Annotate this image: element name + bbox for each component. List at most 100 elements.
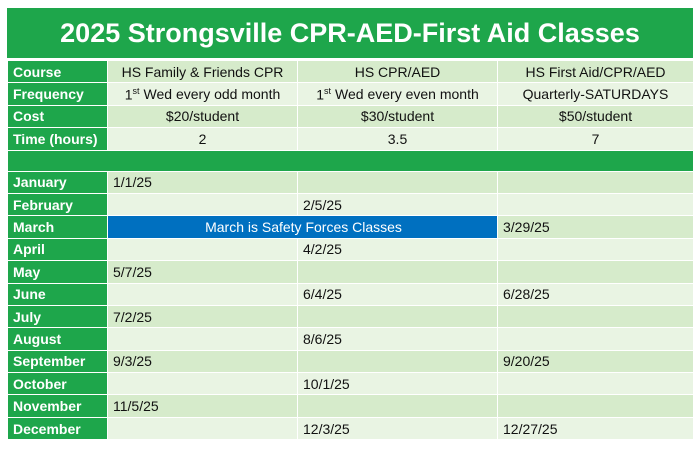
info-cell: $30/student bbox=[297, 104, 498, 129]
banner: March is Safety Forces Classes bbox=[107, 215, 498, 239]
month-row: December 12/3/25 12/27/25 bbox=[7, 416, 694, 441]
info-text: $30/student bbox=[360, 108, 435, 125]
info-cell: $20/student bbox=[107, 104, 298, 129]
date-cell bbox=[497, 237, 694, 262]
month-label: August bbox=[7, 327, 108, 351]
month-label: July bbox=[7, 304, 108, 329]
date-cell bbox=[107, 282, 298, 306]
date-cell bbox=[107, 192, 298, 217]
separator bbox=[7, 149, 694, 172]
date-cell bbox=[497, 394, 694, 418]
date-cell: 9/3/25 bbox=[107, 349, 298, 374]
info-text: $20/student bbox=[165, 108, 240, 125]
date: 6/4/25 bbox=[303, 286, 342, 303]
date-cell: 6/4/25 bbox=[297, 282, 498, 306]
row-label: Course bbox=[7, 59, 108, 84]
date-cell: 5/7/25 bbox=[107, 260, 298, 284]
month-label: June bbox=[7, 282, 108, 306]
date: 3/29/25 bbox=[503, 219, 550, 236]
info-cell: $50/student bbox=[497, 104, 694, 129]
date-cell: 7/2/25 bbox=[107, 304, 298, 329]
date: 8/6/25 bbox=[303, 330, 342, 347]
date-cell: 6/28/25 bbox=[497, 282, 694, 306]
info-cell: HS Family & Friends CPR bbox=[107, 59, 298, 84]
date-cell: 9/20/25 bbox=[497, 349, 694, 374]
date-cell bbox=[107, 237, 298, 262]
date: 12/27/25 bbox=[503, 420, 558, 437]
schedule: 2025 Strongsville CPR-AED-First Aid Clas… bbox=[7, 8, 694, 441]
date-cell bbox=[107, 416, 298, 441]
date-cell bbox=[497, 170, 694, 194]
ordinal-suffix: st bbox=[324, 85, 332, 96]
info-text: $50/student bbox=[558, 108, 633, 125]
month-label: September bbox=[7, 349, 108, 374]
date: 4/2/25 bbox=[303, 241, 342, 258]
date-cell: 2/5/25 bbox=[297, 192, 498, 217]
month-label: October bbox=[7, 372, 108, 396]
month-row: June 6/4/25 6/28/25 bbox=[7, 282, 694, 306]
date-cell bbox=[297, 304, 498, 329]
info-cell: 3.5 bbox=[297, 127, 498, 151]
info-row: Cost $20/student $30/student $50/student bbox=[7, 104, 694, 129]
date: 5/7/25 bbox=[113, 263, 152, 280]
info-text: Quarterly-SATURDAYS bbox=[522, 86, 669, 103]
date-cell bbox=[497, 372, 694, 396]
info-row: Time (hours) 2 3.5 7 bbox=[7, 127, 694, 151]
date-cell bbox=[297, 170, 498, 194]
date-cell: 11/5/25 bbox=[107, 394, 298, 418]
date-cell: 1/1/25 bbox=[107, 170, 298, 194]
date-cell bbox=[297, 349, 498, 374]
info-row: Course HS Family & Friends CPR HS CPR/AED H… bbox=[7, 59, 694, 84]
info-cell: 1st Wed every even month bbox=[297, 82, 498, 106]
date: 9/3/25 bbox=[113, 353, 152, 370]
date: 10/1/25 bbox=[303, 375, 350, 392]
ordinal: 1 bbox=[316, 86, 325, 103]
date: 2/5/25 bbox=[303, 196, 342, 213]
date-cell bbox=[297, 394, 498, 418]
month-row: April 4/2/25 bbox=[7, 237, 694, 262]
date-cell bbox=[107, 327, 298, 351]
month-label: December bbox=[7, 416, 108, 441]
date: 12/3/25 bbox=[303, 420, 350, 437]
info-text: 7 bbox=[591, 130, 600, 147]
row-label: Cost bbox=[7, 104, 108, 129]
month-row: July 7/2/25 bbox=[7, 304, 694, 329]
month-label: November bbox=[7, 394, 108, 418]
month-row: May 5/7/25 bbox=[7, 260, 694, 284]
info-cell: 7 bbox=[497, 127, 694, 151]
row-label: Time (hours) bbox=[7, 127, 108, 151]
date-cell bbox=[107, 372, 298, 396]
month-label: April bbox=[7, 237, 108, 262]
date-cell: 12/27/25 bbox=[497, 416, 694, 441]
date-cell: 4/2/25 bbox=[297, 237, 498, 262]
month-row: January 1/1/25 bbox=[7, 170, 694, 194]
info-cell: Quarterly-SATURDAYS bbox=[497, 82, 694, 106]
info-text: Wed every odd month bbox=[143, 86, 281, 103]
month-row: February 2/5/25 bbox=[7, 192, 694, 217]
info-text: Wed every even month bbox=[335, 86, 479, 103]
date-cell: 12/3/25 bbox=[297, 416, 498, 441]
month-label: February bbox=[7, 192, 108, 217]
month-row: September 9/3/25 9/20/25 bbox=[7, 349, 694, 374]
info-text: 2 bbox=[198, 130, 207, 147]
date-cell: 10/1/25 bbox=[297, 372, 498, 396]
date: 11/5/25 bbox=[113, 398, 159, 415]
date: 6/28/25 bbox=[503, 286, 550, 303]
date-cell bbox=[497, 304, 694, 329]
info-cell: 2 bbox=[107, 127, 298, 151]
ordinal: 1 bbox=[124, 86, 133, 103]
month-row: November 11/5/25 bbox=[7, 394, 694, 418]
month-row: August 8/6/25 bbox=[7, 327, 694, 351]
date-cell bbox=[497, 327, 694, 351]
ordinal-suffix: st bbox=[132, 85, 140, 96]
info-cell: HS First Aid/CPR/AED bbox=[497, 59, 694, 84]
date-cell bbox=[497, 192, 694, 217]
info-text: HS Family & Friends CPR bbox=[121, 63, 284, 80]
date-cell bbox=[497, 260, 694, 284]
month-label: January bbox=[7, 170, 108, 194]
date-cell: 3/29/25 bbox=[497, 215, 694, 239]
date: 1/1/25 bbox=[113, 174, 152, 191]
info-cell: HS CPR/AED bbox=[297, 59, 498, 84]
schedule-table: Course HS Family & Friends CPR HS CPR/AED H… bbox=[7, 59, 694, 441]
